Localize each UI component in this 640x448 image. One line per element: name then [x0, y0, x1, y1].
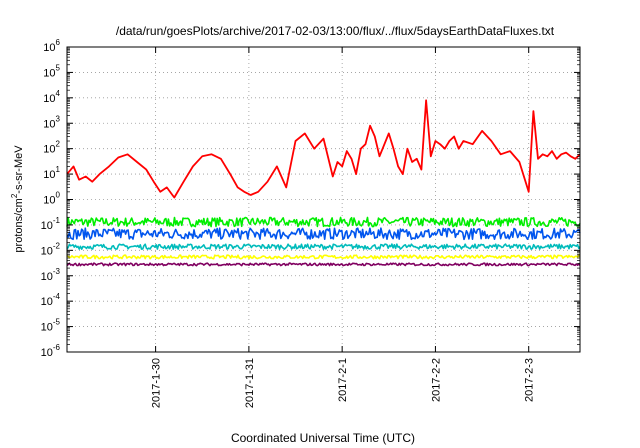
x-tick-label: 2017-2-2 [430, 358, 442, 402]
series-group [66, 99, 581, 267]
y-tick-base: 10 [41, 322, 53, 334]
x-tick-label: 2017-2-1 [337, 358, 349, 402]
y-tick-label: 100 [43, 191, 60, 207]
series-line [66, 99, 581, 199]
y-tick-base: 10 [43, 42, 55, 54]
y-tick-label: 10-2 [41, 241, 61, 257]
y-tick-exp: -6 [53, 343, 61, 352]
axis-ticks [67, 46, 580, 353]
y-tick-exp: -5 [53, 318, 61, 327]
y-tick-labels: 10-610-510-410-310-210-11001011021031041… [41, 38, 61, 359]
y-tick-exp: 0 [56, 191, 61, 200]
x-tick-label: 2017-1-30 [151, 358, 163, 408]
y-tick-base: 10 [41, 296, 53, 308]
y-tick-base: 10 [41, 271, 53, 283]
y-axis-label-suffix: -s-sr-MeV [13, 145, 25, 194]
series-line [66, 262, 581, 267]
y-axis-label: protons/cm2-s-sr-MeV [10, 145, 25, 253]
y-tick-exp: 5 [56, 63, 61, 72]
x-tick-label: 2017-1-31 [244, 358, 256, 408]
series-line [66, 227, 581, 241]
y-tick-base: 10 [43, 93, 55, 105]
y-tick-base: 10 [43, 195, 55, 207]
x-tick-label: 2017-2-3 [524, 358, 536, 402]
y-tick-exp: 6 [56, 38, 61, 47]
y-tick-label: 10-4 [41, 292, 61, 308]
y-tick-exp: 2 [56, 140, 61, 149]
y-tick-base: 10 [41, 245, 53, 257]
y-tick-label: 101 [43, 165, 60, 181]
y-tick-base: 10 [43, 118, 55, 130]
y-tick-label: 105 [43, 63, 60, 79]
y-tick-exp: 3 [56, 114, 61, 123]
y-tick-label: 106 [43, 38, 60, 54]
series-line [66, 254, 581, 260]
chart-title: /data/run/goesPlots/archive/2017-02-03/1… [116, 24, 555, 38]
series-line [66, 243, 581, 250]
y-tick-base: 10 [41, 220, 53, 232]
y-tick-base: 10 [43, 67, 55, 79]
y-tick-label: 10-1 [41, 216, 61, 232]
y-tick-label: 102 [43, 140, 60, 156]
series-line [66, 216, 581, 228]
y-tick-label: 10-6 [41, 343, 61, 359]
y-tick-exp: -4 [53, 292, 61, 301]
y-tick-base: 10 [41, 347, 53, 359]
y-tick-exp: -2 [53, 241, 61, 250]
y-tick-exp: 1 [56, 165, 61, 174]
y-tick-base: 10 [43, 144, 55, 156]
y-axis-label-prefix: protons/cm [13, 198, 25, 252]
y-tick-exp: -1 [53, 216, 61, 225]
y-tick-base: 10 [43, 169, 55, 181]
y-tick-label: 104 [43, 89, 60, 105]
x-axis-label: Coordinated Universal Time (UTC) [231, 431, 415, 445]
y-tick-exp: -3 [53, 267, 61, 276]
x-tick-labels: 2017-1-30 2017-1-31 2017-2-1 2017-2-2 2017-2… [151, 358, 536, 408]
y-tick-label: 10-5 [41, 318, 61, 334]
y-tick-label: 103 [43, 114, 60, 130]
y-axis-label-sup: 2 [10, 193, 19, 198]
grid-lines [67, 47, 580, 352]
y-tick-label: 10-3 [41, 267, 61, 283]
y-tick-exp: 4 [56, 89, 61, 98]
